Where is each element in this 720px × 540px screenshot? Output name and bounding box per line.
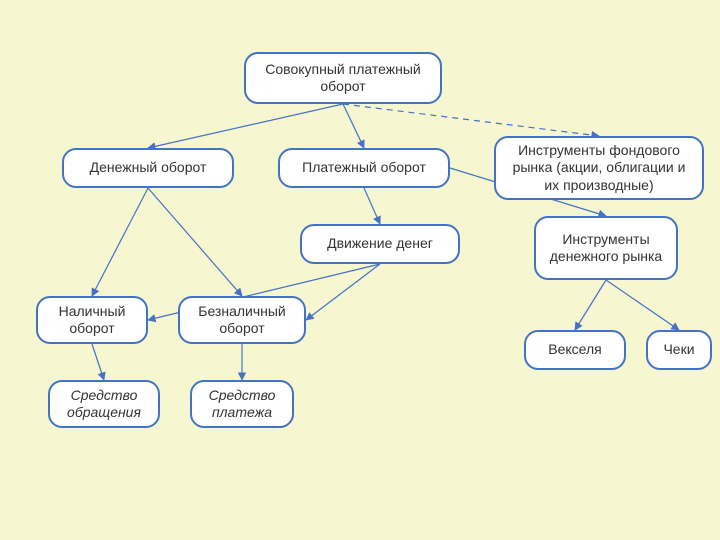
edge-root-money <box>148 104 343 148</box>
node-label: Инструменты денежного рынка <box>546 231 666 266</box>
edge-payment-movement <box>364 188 380 224</box>
node-label: Инструменты фондового рынка (акции, обли… <box>506 142 692 195</box>
edge-money-noncash <box>148 188 242 296</box>
edge-moneymarket-cheque <box>606 280 679 330</box>
edge-movement-noncash <box>306 264 380 320</box>
edge-money-cash <box>92 188 148 296</box>
node-label: Наличный оборот <box>48 303 136 338</box>
node-sredplat: Средство платежа <box>190 380 294 428</box>
node-label: Чеки <box>663 341 694 359</box>
edge-root-payment <box>343 104 364 148</box>
edge-moneymarket-veksel <box>575 280 606 330</box>
node-money: Денежный оборот <box>62 148 234 188</box>
node-root: Совокупный платежный оборот <box>244 52 442 104</box>
node-fund: Инструменты фондового рынка (акции, обли… <box>494 136 704 200</box>
node-moneymarket: Инструменты денежного рынка <box>534 216 678 280</box>
node-movement: Движение денег <box>300 224 460 264</box>
node-label: Денежный оборот <box>90 159 207 177</box>
node-label: Средство обращения <box>60 387 148 422</box>
node-cash: Наличный оборот <box>36 296 148 344</box>
node-noncash: Безналичный оборот <box>178 296 306 344</box>
node-label: Средство платежа <box>202 387 282 422</box>
edge-cash-sredobr <box>92 344 104 380</box>
node-label: Совокупный платежный оборот <box>256 61 430 96</box>
node-cheque: Чеки <box>646 330 712 370</box>
node-sredobr: Средство обращения <box>48 380 160 428</box>
node-label: Векселя <box>548 341 601 359</box>
node-payment: Платежный оборот <box>278 148 450 188</box>
node-label: Безналичный оборот <box>190 303 294 338</box>
node-veksel: Векселя <box>524 330 626 370</box>
node-label: Движение денег <box>327 235 433 253</box>
node-label: Платежный оборот <box>302 159 426 177</box>
edge-root-fund <box>343 104 599 136</box>
